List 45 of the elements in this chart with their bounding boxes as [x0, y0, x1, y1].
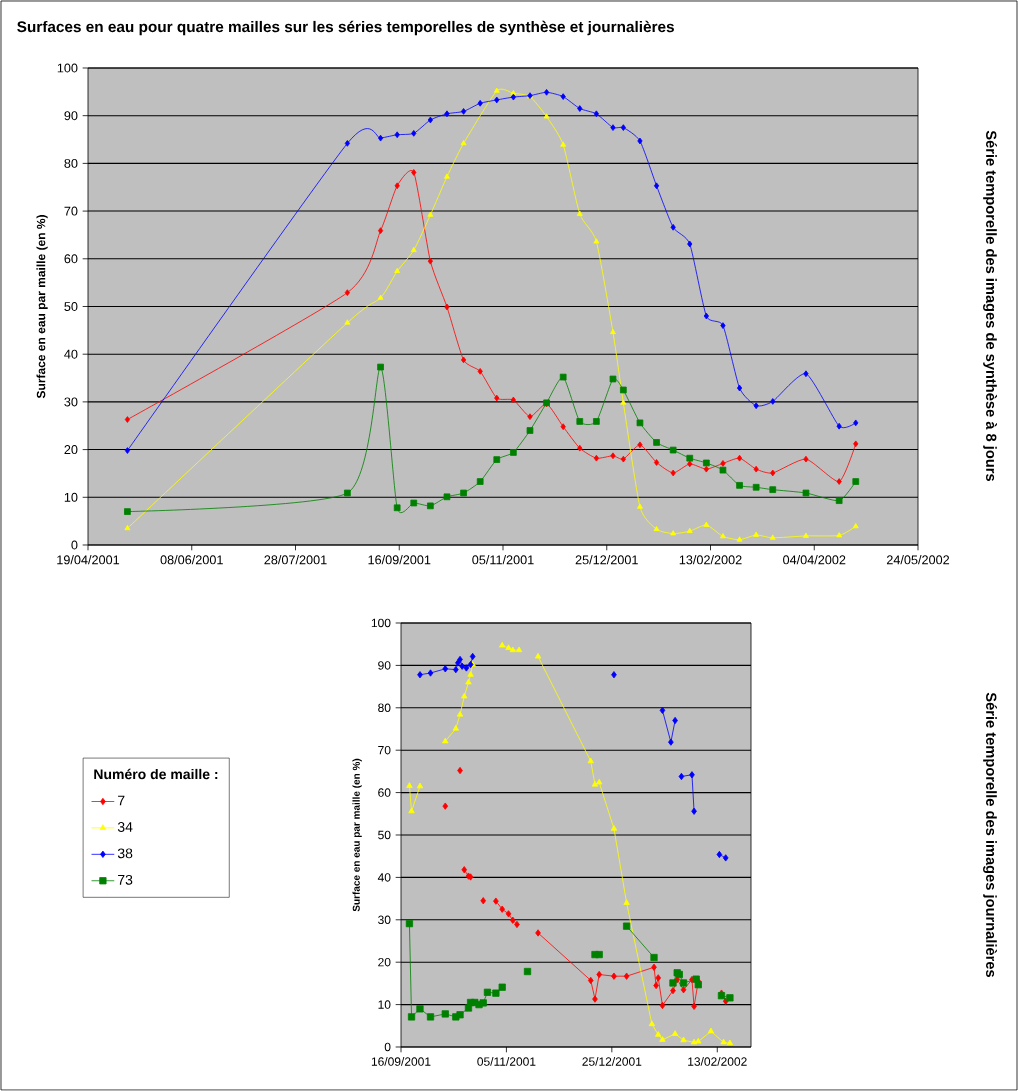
- y-tick-label: 100: [57, 63, 78, 73]
- y-tick-label: 90: [378, 661, 391, 670]
- text: Série temporelle des images de synthèse à 8 jours: [983, 130, 997, 482]
- text: Série temporelle des images journalières: [983, 692, 997, 978]
- x-tick-label: 24/05/2002: [886, 555, 950, 565]
- x-tick-label: 05/11/2001: [477, 1057, 536, 1066]
- y-tick-label: 0: [71, 540, 78, 550]
- y-tick-label: 10: [378, 1000, 391, 1009]
- y-tick-label: 0: [384, 1042, 391, 1052]
- x-tick-label: 16/09/2001: [371, 1057, 431, 1066]
- x-tick-label: 13/02/2002: [688, 1057, 747, 1066]
- x-tick-label: 08/06/2001: [160, 555, 223, 565]
- y-tick-label: 30: [378, 915, 391, 925]
- y-tick-label: 60: [378, 788, 391, 797]
- y-tick-label: 80: [378, 703, 391, 713]
- y-tick-label: 20: [378, 957, 391, 967]
- y-tick-label: 50: [378, 830, 391, 840]
- x-tick-label: 16/09/2001: [368, 555, 431, 565]
- chart-title: Surfaces en eau pour quatre mailles sur les séries temporelles de synthèse et journalières: [17, 20, 674, 36]
- legend-title: Numéro de maille :: [94, 768, 218, 780]
- legend-label: 7: [118, 795, 125, 806]
- y-tick-label: 70: [378, 745, 391, 755]
- y-tick-label: 40: [64, 349, 78, 359]
- x-tick-label: 05/11/2001: [472, 555, 534, 565]
- legend-label: 38: [117, 848, 133, 859]
- y-tick-label: 100: [371, 618, 391, 628]
- y-axis-title: Surface en eau par maille (en %): [352, 758, 362, 912]
- x-tick-label: 25/12/2001: [582, 1057, 642, 1066]
- y-tick-label: 60: [64, 254, 78, 264]
- x-tick-label: 25/12/2001: [575, 555, 638, 565]
- y-tick-label: 50: [64, 302, 78, 311]
- y-tick-label: 20: [64, 445, 78, 455]
- y-axis-title: Surface en eau par maille (en %): [36, 215, 48, 399]
- y-tick-label: 30: [64, 397, 78, 407]
- legend-label: 34: [117, 822, 133, 832]
- x-tick-label: 19/04/2001: [57, 555, 120, 565]
- y-tick-label: 90: [64, 111, 78, 121]
- x-tick-label: 04/04/2002: [783, 555, 846, 565]
- x-tick-label: 28/07/2001: [264, 555, 327, 565]
- y-tick-label: 80: [64, 158, 78, 168]
- y-tick-label: 40: [377, 873, 391, 882]
- x-tick-label: 13/02/2002: [679, 555, 742, 565]
- y-tick-label: 10: [64, 492, 78, 502]
- legend-label: 73: [118, 874, 133, 885]
- y-tick-label: 70: [64, 206, 78, 216]
